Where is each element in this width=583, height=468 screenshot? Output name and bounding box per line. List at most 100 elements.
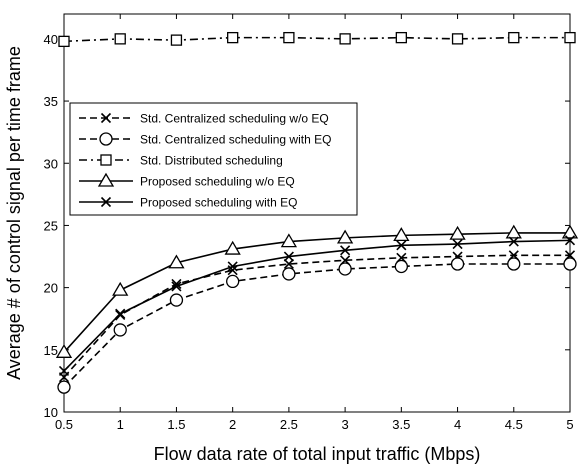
- legend-entry-5: Proposed scheduling with EQ: [79, 196, 297, 210]
- data-point: [224, 240, 241, 255]
- y-tick-label: 40: [44, 32, 58, 47]
- marker-stroke: [283, 251, 294, 262]
- data-point: [561, 224, 579, 239]
- legend-label: Std. Centralized scheduling with EQ: [140, 133, 331, 147]
- data-point: [564, 31, 576, 44]
- data-point: [564, 235, 576, 246]
- data-point: [450, 257, 465, 271]
- marker-stroke: [508, 236, 519, 247]
- data-point: [171, 278, 182, 289]
- marker-stroke: [227, 261, 238, 272]
- legend-entry-3: Std. Distributed scheduling: [79, 154, 283, 168]
- y-tick-label: 20: [44, 281, 58, 296]
- data-point: [507, 257, 521, 271]
- data-point: [505, 224, 522, 239]
- data-point: [55, 344, 73, 358]
- legend-marker: [100, 154, 112, 166]
- y-tick-label: 10: [44, 405, 58, 420]
- marker-stroke: [452, 239, 463, 250]
- marker-stroke: [340, 245, 351, 256]
- legend-label: Std. Distributed scheduling: [140, 154, 283, 168]
- data-point: [168, 254, 185, 269]
- data-point: [58, 35, 70, 48]
- data-point: [339, 33, 351, 45]
- y-axis: 10 15 20 25 30 35 40: [44, 32, 570, 420]
- series-5: [58, 235, 576, 377]
- x-tick-label: 2.5: [280, 417, 298, 432]
- legend-marker: [100, 196, 112, 208]
- data-point: [113, 323, 127, 337]
- data-point: [280, 233, 298, 248]
- legend-label: Std. Centralized scheduling w/o EQ: [140, 112, 329, 126]
- data-point: [114, 33, 126, 45]
- data-point: [226, 274, 240, 289]
- y-tick-label: 30: [44, 156, 58, 171]
- marker-stroke: [227, 265, 238, 276]
- marker-stroke: [396, 240, 407, 251]
- data-point: [227, 261, 238, 272]
- x-tick-label: 4: [454, 417, 461, 432]
- data-point: [58, 365, 70, 377]
- x-axis: 0.5 1 1.5 2 2.5 3 3.5 4 4.5 5: [55, 14, 574, 432]
- data-point: [563, 257, 577, 271]
- y-tick-label: 15: [44, 343, 58, 358]
- data-point: [169, 293, 184, 307]
- marker-stroke: [171, 281, 182, 292]
- legend-entry-4: Proposed scheduling w/o EQ: [79, 172, 295, 189]
- series-2: [57, 257, 577, 394]
- data-point: [283, 31, 295, 44]
- marker-stroke: [564, 235, 576, 246]
- marker-stroke: [115, 308, 126, 319]
- data-point: [393, 227, 410, 242]
- data-point: [396, 240, 407, 251]
- data-point: [112, 281, 129, 296]
- x-tick-label: 5: [566, 417, 573, 432]
- series-3: [58, 31, 576, 48]
- legend: Std. Centralized scheduling w/o EQ Std. C…: [69, 102, 358, 216]
- marker-stroke: [100, 112, 112, 124]
- data-point: [282, 267, 296, 281]
- legend-entry-2: Std. Centralized scheduling with EQ: [79, 132, 331, 147]
- x-tick-label: 0.5: [55, 417, 73, 432]
- data-point: [449, 225, 466, 240]
- legend-marker: [99, 132, 113, 146]
- legend-marker: [100, 112, 112, 124]
- series-layer: [55, 31, 579, 394]
- series-line: [63, 239, 571, 372]
- marker-stroke: [58, 365, 70, 377]
- y-tick-label: 25: [44, 218, 58, 233]
- data-point: [170, 34, 183, 46]
- data-point: [336, 229, 354, 244]
- series-line: [63, 36, 570, 43]
- x-tick-label: 3: [341, 417, 348, 432]
- legend-box: [69, 102, 358, 216]
- series-line: [63, 263, 570, 388]
- x-axis-title: Flow data rate of total input traffic (M…: [154, 444, 481, 464]
- legend-label: Proposed scheduling with EQ: [140, 196, 297, 210]
- data-point: [57, 380, 71, 394]
- marker-stroke: [100, 196, 112, 208]
- y-tick-label: 35: [44, 94, 58, 109]
- legend-marker: [97, 172, 115, 187]
- data-point: [395, 31, 407, 44]
- data-point: [338, 262, 352, 276]
- data-point: [452, 239, 463, 250]
- x-tick-label: 1: [117, 417, 124, 432]
- data-point: [283, 258, 294, 270]
- legend-label: Proposed scheduling w/o EQ: [140, 175, 295, 189]
- marker-stroke: [283, 258, 294, 270]
- x-tick-label: 2: [229, 417, 236, 432]
- data-point: [451, 33, 464, 45]
- data-point: [115, 308, 126, 319]
- data-point: [394, 259, 408, 274]
- data-point: [508, 31, 520, 44]
- data-point: [227, 31, 239, 44]
- series-line: [63, 232, 570, 353]
- y-axis-title: Average # of control signal per time fra…: [4, 46, 24, 380]
- data-point: [171, 281, 182, 292]
- x-tick-label: 3.5: [392, 417, 410, 432]
- data-point: [508, 236, 519, 247]
- series-4: [55, 224, 579, 358]
